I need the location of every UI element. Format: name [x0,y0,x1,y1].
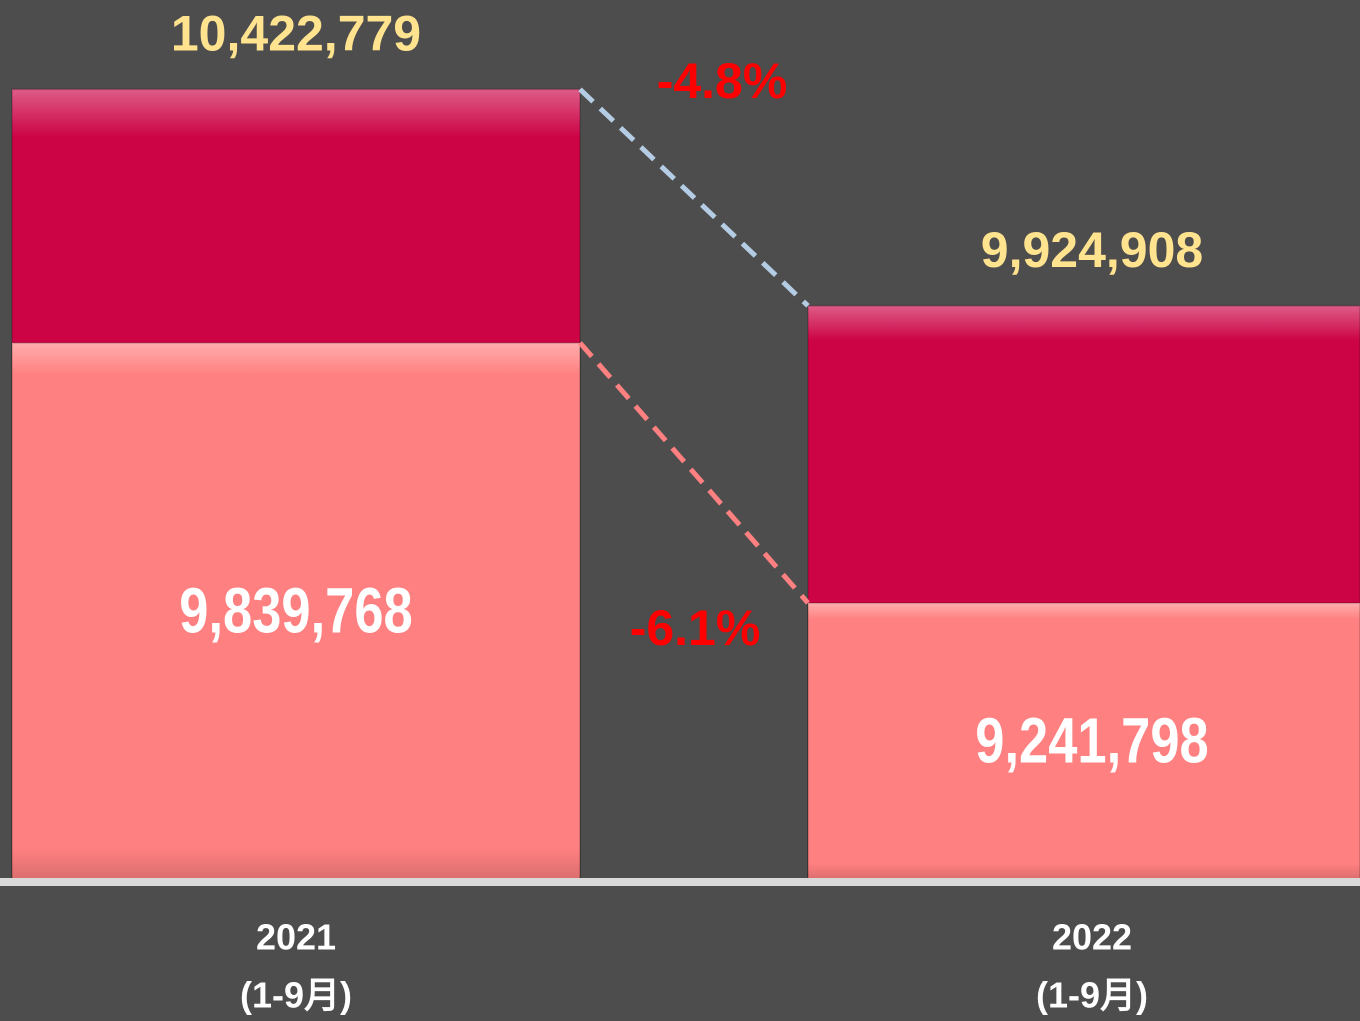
annotation: -6.1% [630,600,761,656]
x-tick-label: (1-9月) [240,975,352,1016]
value-label: 9,241,798 [975,706,1208,777]
connector [578,87,810,308]
x-tick-label: 2022 [1052,917,1132,958]
connector [578,341,810,605]
value-label: 9,924,908 [981,222,1203,278]
bar-bevel [807,601,1360,881]
value-label: 10,422,779 [171,5,421,61]
value-label: 9,839,768 [179,575,412,646]
x-tick-label: (1-9月) [1036,975,1148,1016]
baseline [0,878,1360,886]
annotation: -4.8% [657,53,788,109]
x-tick-label: 2021 [256,917,336,958]
